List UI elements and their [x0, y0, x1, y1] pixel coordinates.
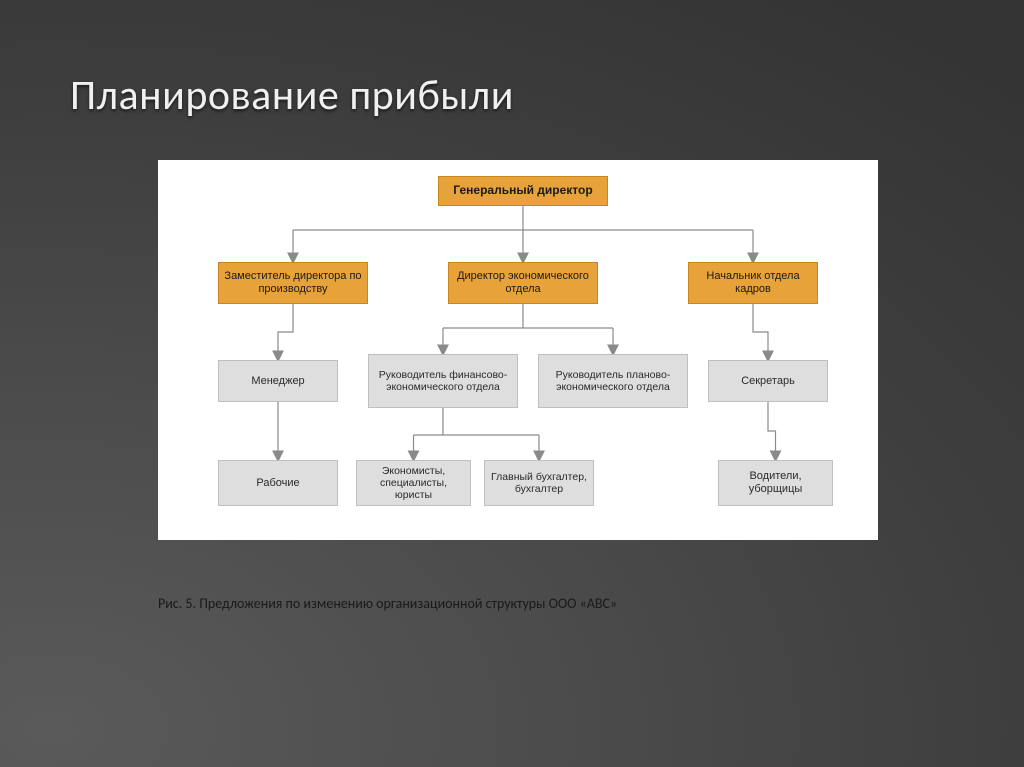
org-node-rfe: Руководитель финансово-экономического от… [368, 354, 518, 408]
orgchart-panel: Генеральный директор Заместитель директор… [158, 160, 878, 540]
figure-caption: Рис. 5. Предложения по изменению организ… [158, 595, 617, 612]
org-node-nok: Начальник отдела кадров [688, 262, 818, 304]
org-node-mgr: Менеджер [218, 360, 338, 402]
org-node-esy: Экономисты, специалисты, юристы [356, 460, 471, 506]
orgchart: Генеральный директор Заместитель директор… [158, 160, 878, 540]
org-node-sec: Секретарь [708, 360, 828, 402]
page-title: Планирование прибыли [70, 70, 514, 121]
org-node-gb: Главный бухгалтер, бухгалтер [484, 460, 594, 506]
org-node-gd: Генеральный директор [438, 176, 608, 206]
org-node-rpe: Руководитель планово-экономического отде… [538, 354, 688, 408]
org-node-vu: Водители, уборщицы [718, 460, 833, 506]
org-node-rab: Рабочие [218, 460, 338, 506]
org-node-de: Директор экономического отдела [448, 262, 598, 304]
org-node-zdp: Заместитель директора по производству [218, 262, 368, 304]
